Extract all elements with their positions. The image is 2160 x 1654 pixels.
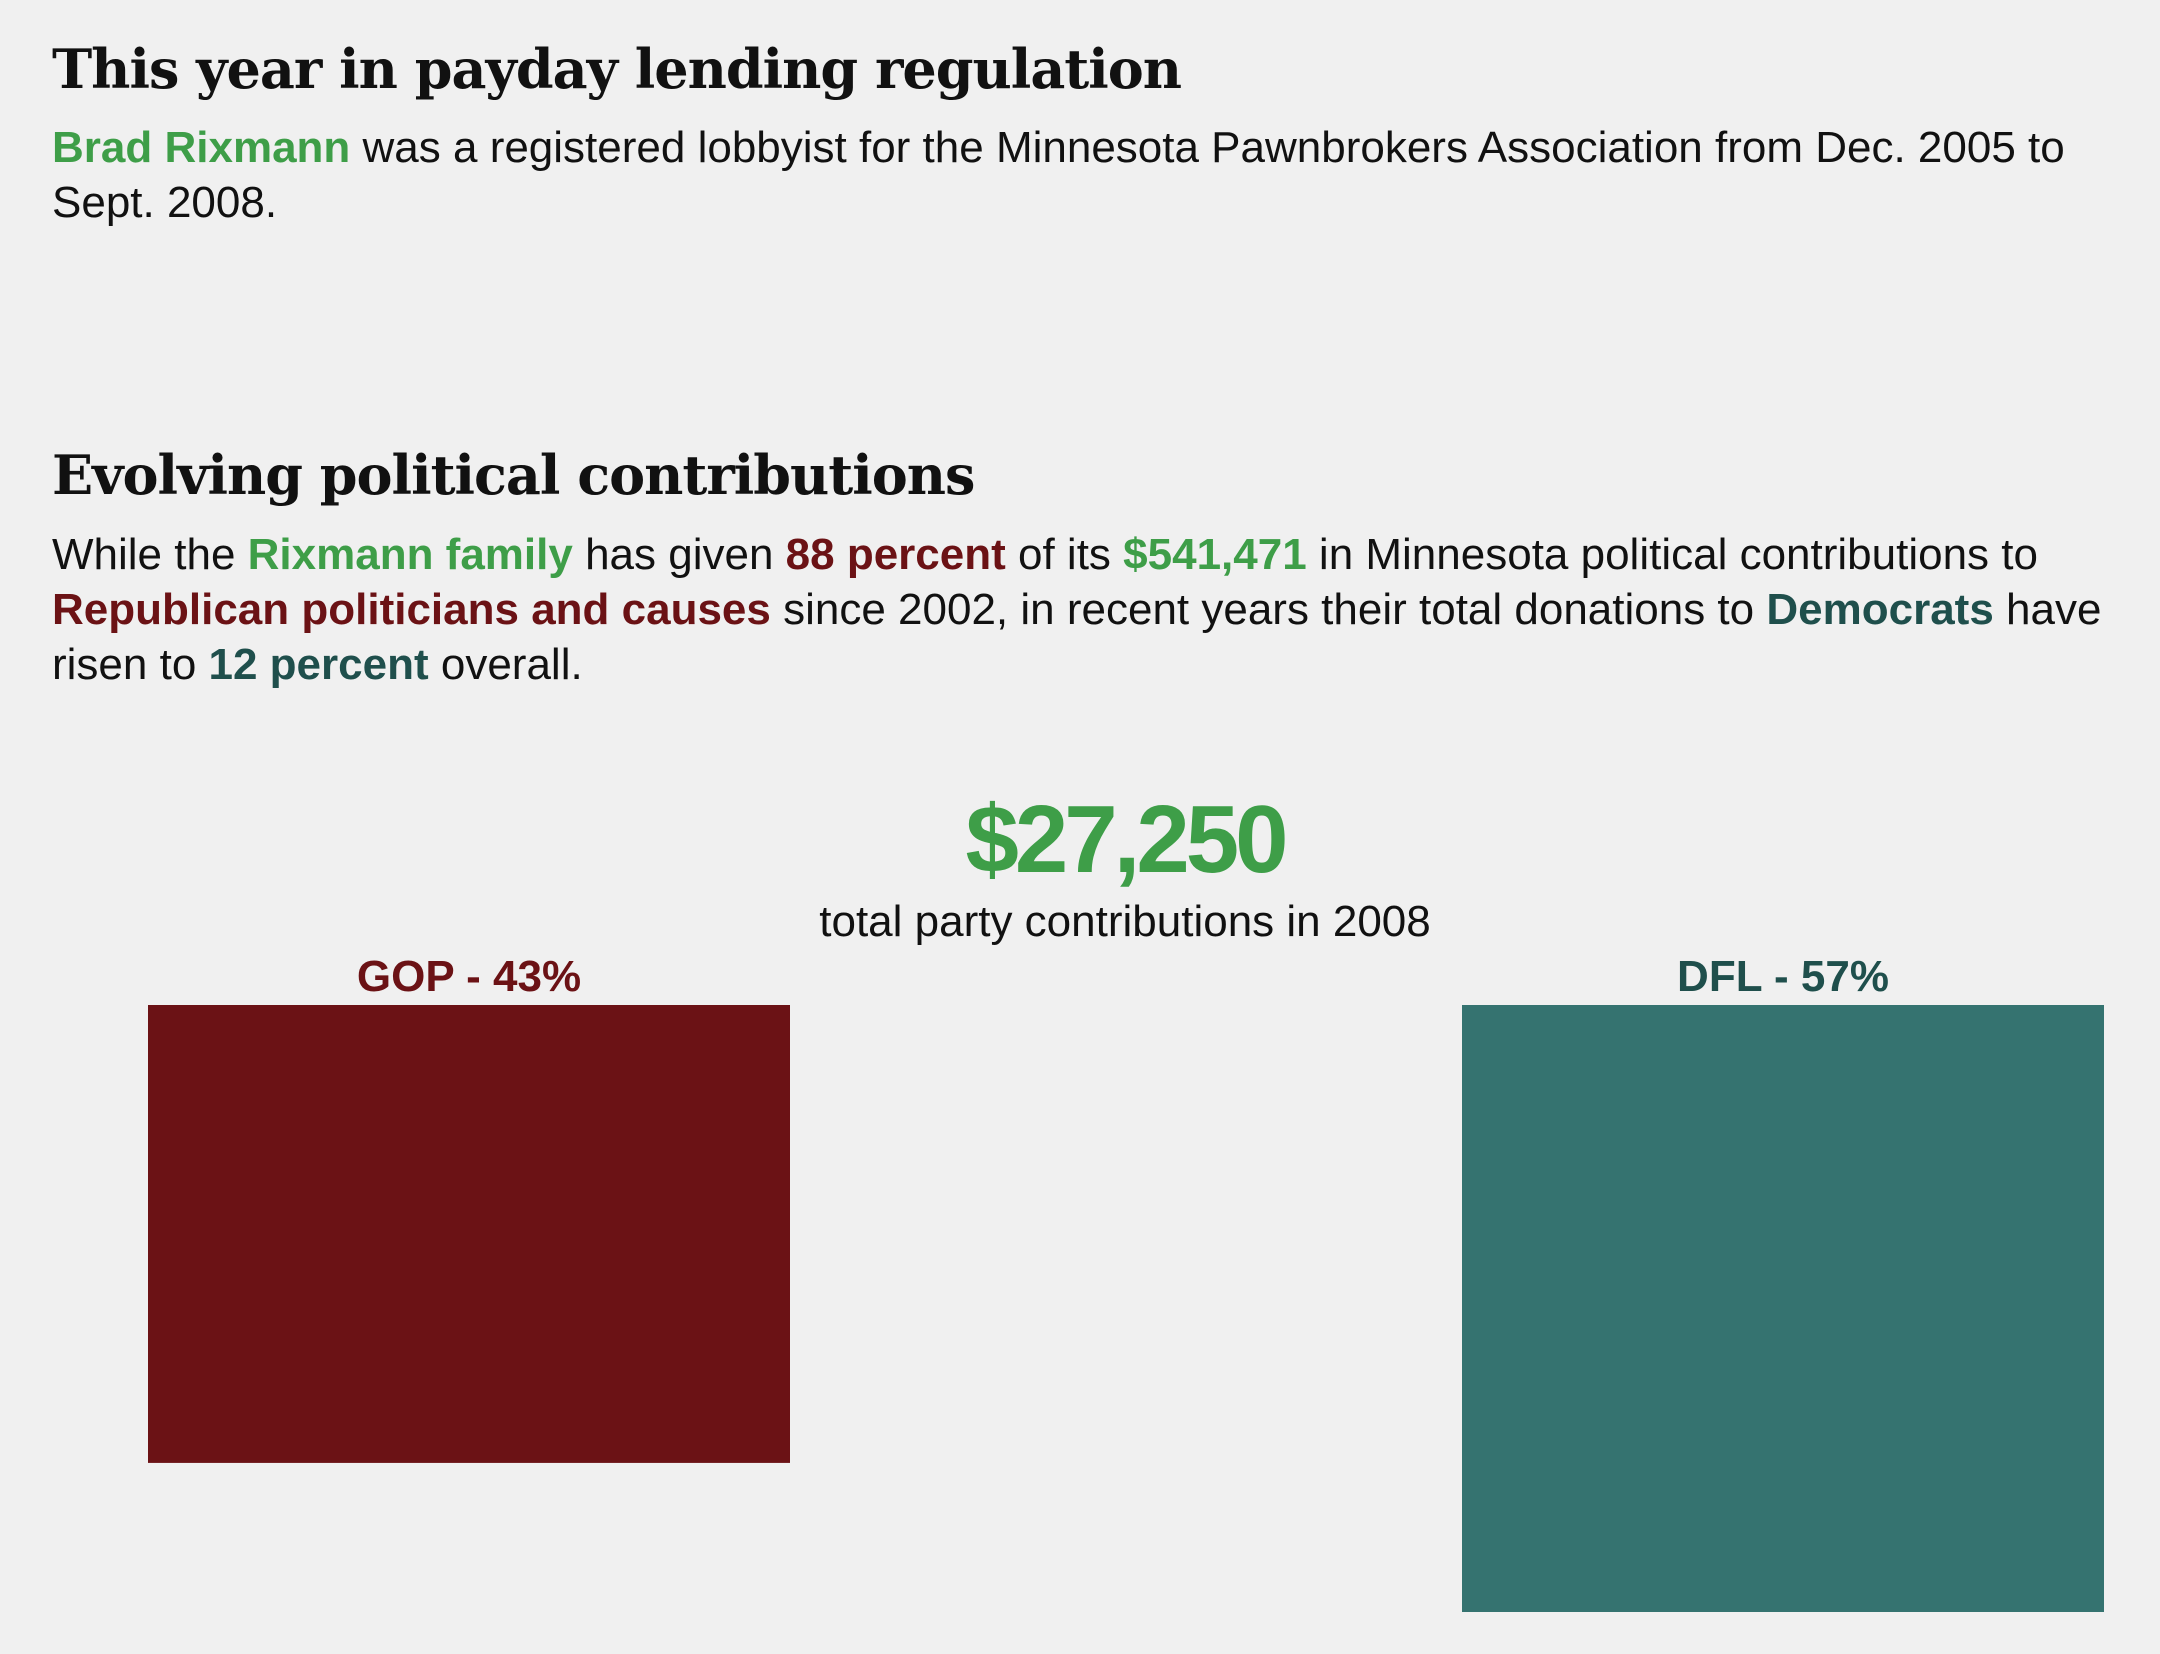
democrats-highlight: Democrats (1766, 585, 1994, 634)
section-heading-payday: This year in payday lending regulation (52, 37, 1182, 101)
lobbyist-paragraph: Brad Rixmann was a registered lobbyist f… (52, 120, 2132, 230)
dfl-bar (1462, 1005, 2104, 1612)
dem-percent-highlight: 12 percent (208, 640, 429, 689)
total-amount-highlight: $541,471 (1123, 530, 1307, 579)
dfl-bar-label: DFL - 57% (1677, 952, 1889, 1001)
contributions-paragraph: While the Rixmann family has given 88 pe… (52, 527, 2132, 692)
name-highlight: Brad Rixmann (52, 123, 351, 172)
paragraph-text: have risen to (52, 585, 2102, 689)
paragraph-text: overall. (428, 640, 583, 689)
gop-percent-highlight: 88 percent (785, 530, 1006, 579)
gop-bar-label: GOP - 43% (357, 952, 581, 1001)
gop-causes-highlight: Republican politicians and causes (52, 585, 771, 634)
total-contributions-value: $27,250 (965, 786, 1288, 893)
paragraph-text: since 2002, in recent years their total … (770, 585, 1767, 634)
paragraph-text: in Minnesota political contributions to (1306, 530, 2038, 579)
gop-bar (148, 1005, 790, 1463)
paragraph-text: has given (572, 530, 786, 579)
section-heading-contributions: Evolving political contributions (52, 443, 975, 507)
paragraph-text: of its (1005, 530, 1124, 579)
total-contributions-label: total party contributions in 2008 (819, 897, 1431, 946)
family-highlight: Rixmann family (247, 530, 573, 579)
paragraph-text: was a registered lobbyist for the Minnes… (52, 123, 2065, 227)
paragraph-text: While the (52, 530, 248, 579)
